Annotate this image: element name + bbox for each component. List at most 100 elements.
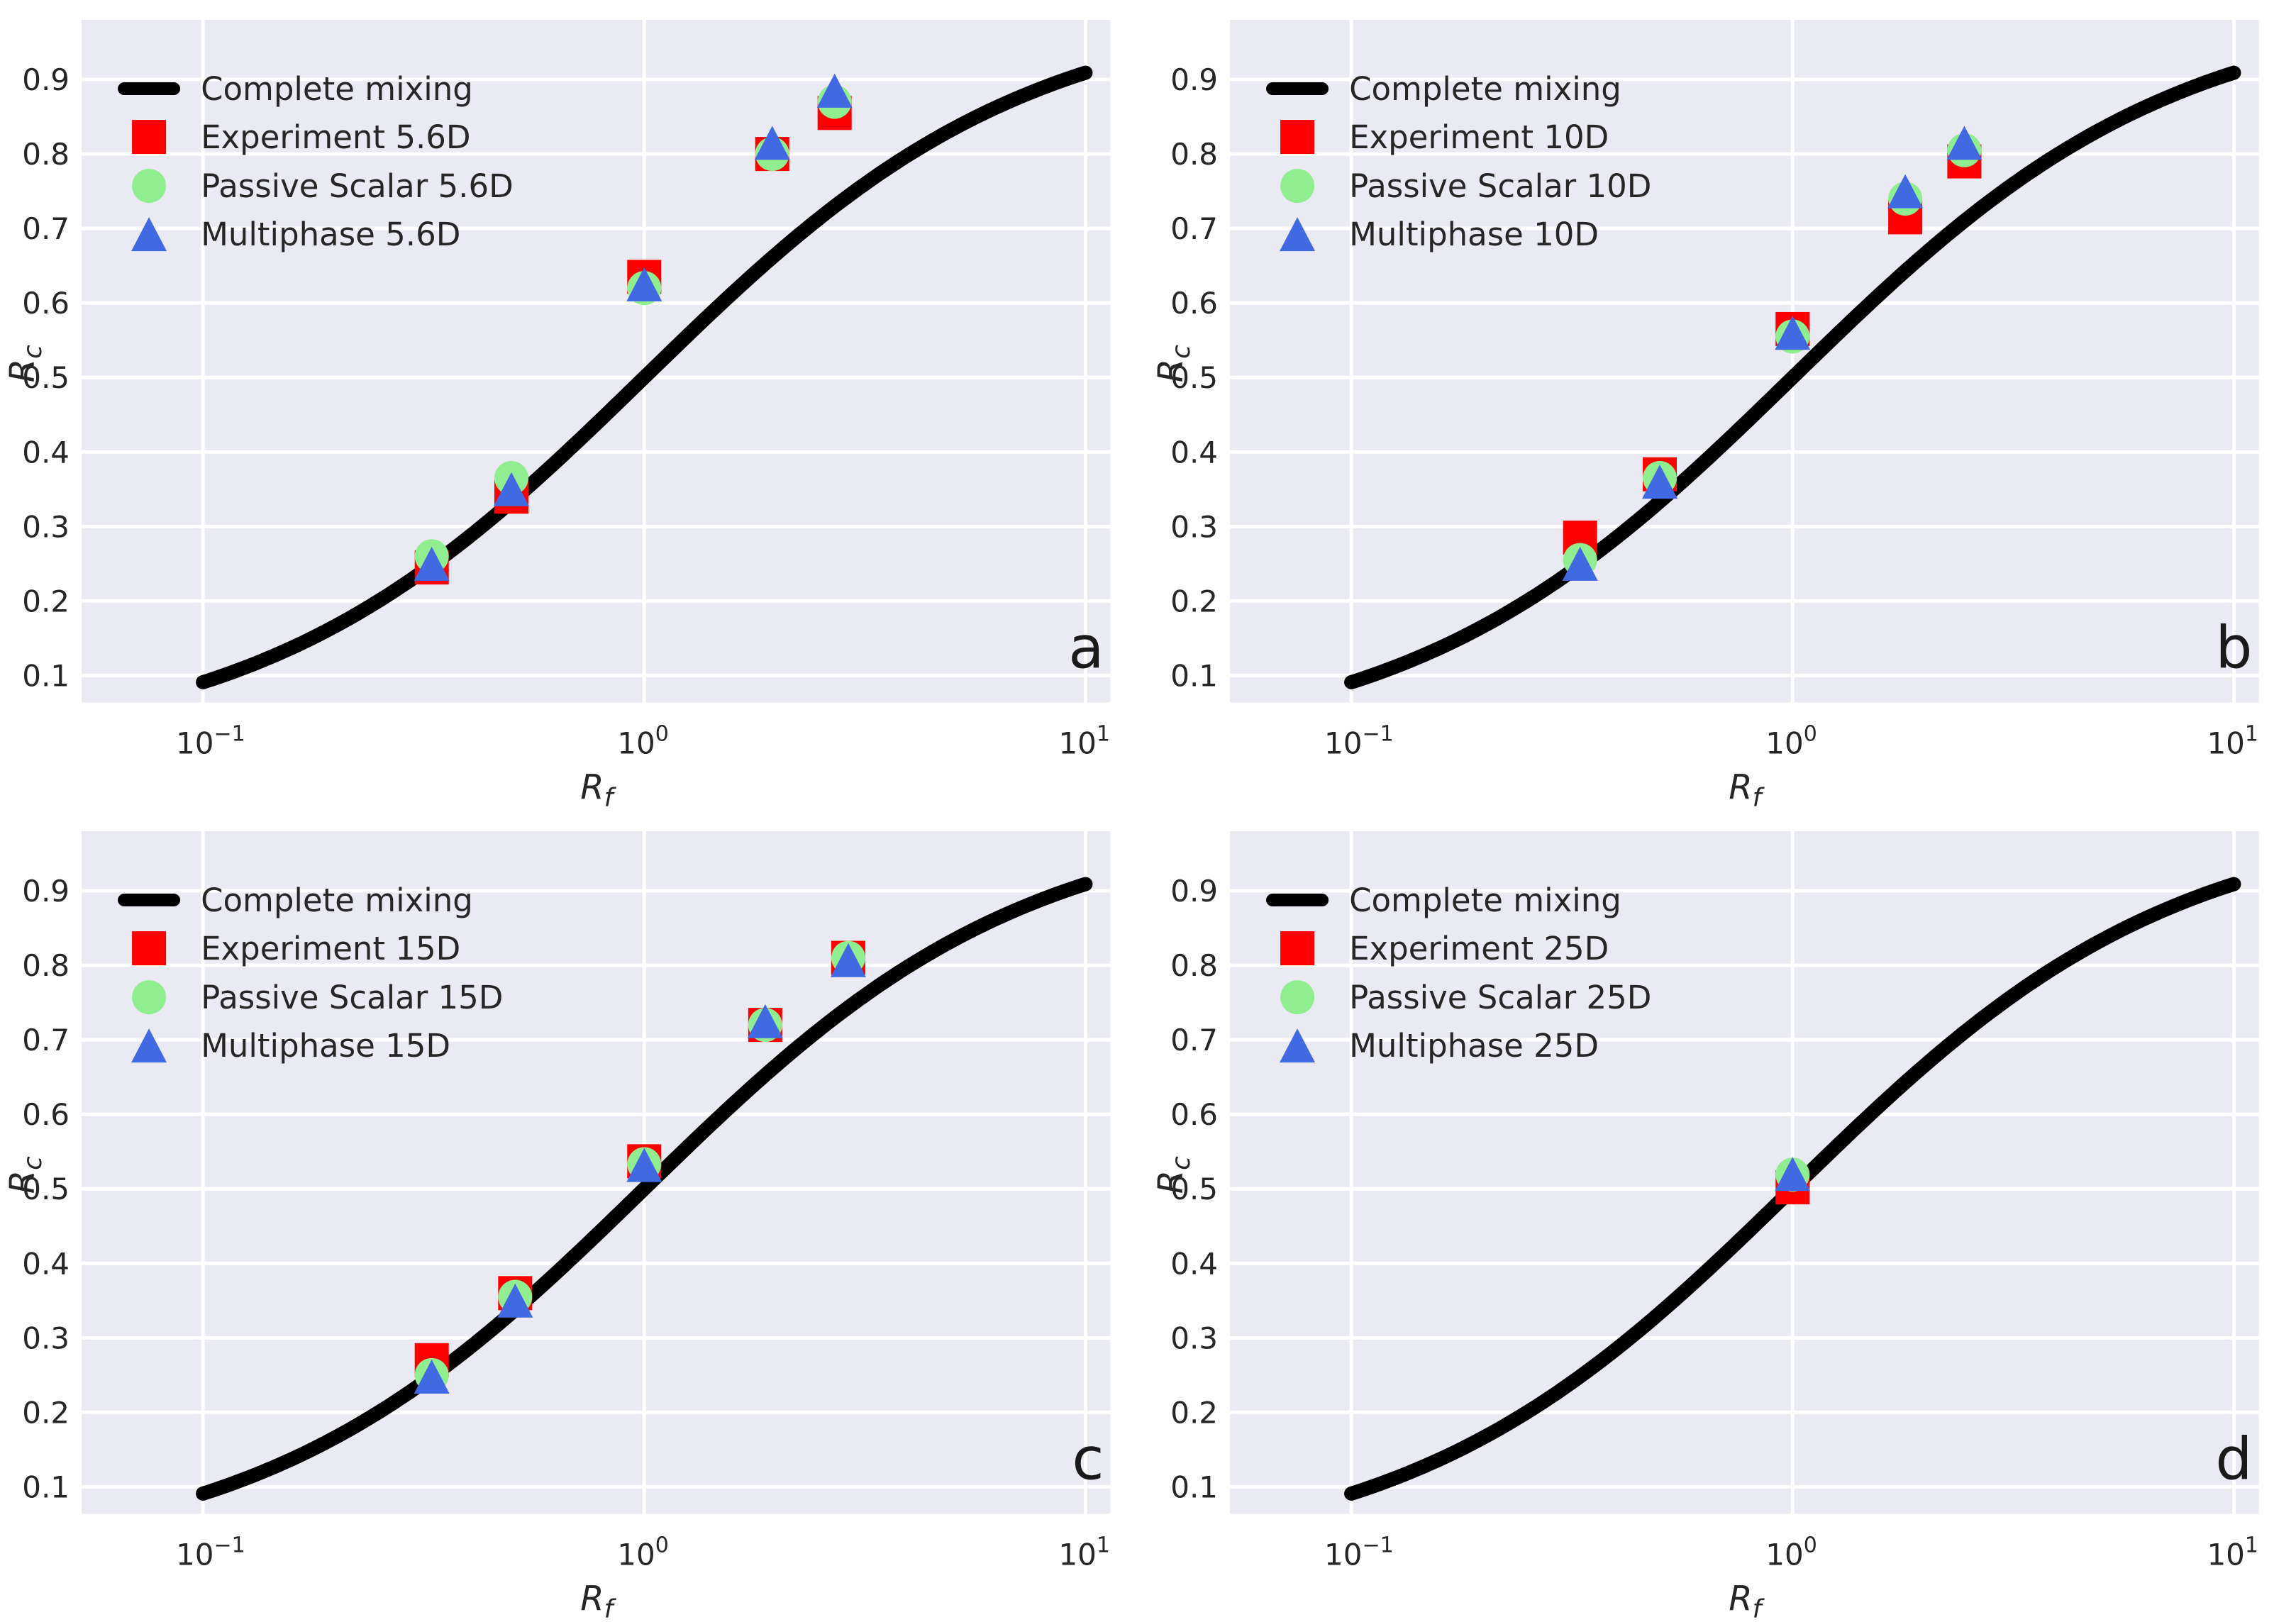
- y-tick-label: 0.5: [22, 1172, 70, 1206]
- multiphase-series: [414, 73, 853, 581]
- multiphase-marker: [816, 73, 853, 108]
- multiphase-series: [414, 943, 866, 1394]
- y-tick-label: 0.8: [22, 948, 70, 983]
- complete-mixing-curve: [196, 65, 1093, 689]
- y-tick-label: 0.3: [22, 1321, 70, 1355]
- multiphase-marker: [626, 267, 662, 301]
- y-tick-label: 0.9: [22, 62, 70, 97]
- multiphase-marker: [497, 1283, 533, 1318]
- complete-mixing-curve: [1343, 65, 2241, 689]
- y-axis-label: Rc: [1151, 1155, 1196, 1193]
- legend-item-label: Multiphase 10D: [1349, 216, 1599, 253]
- legend-item-label: Complete mixing: [1349, 882, 1621, 919]
- y-tick-label: 0.1: [22, 1470, 70, 1504]
- multiphase-marker: [747, 1004, 783, 1038]
- y-axis-label-sub: c: [18, 1155, 48, 1170]
- legend-item-label: Multiphase 25D: [1349, 1027, 1599, 1065]
- y-tick-label: 0.5: [1170, 1172, 1218, 1206]
- y-axis-label-sub: c: [1167, 345, 1196, 359]
- multiphase-marker: [493, 472, 529, 506]
- x-axis-label: Rf: [1729, 767, 1765, 811]
- y-tick-label: 0.2: [1170, 1395, 1218, 1430]
- y-axis-label: Rc: [3, 345, 48, 382]
- multiphase-series: [1562, 126, 1982, 581]
- x-tick-exponent: 1: [2244, 721, 2258, 746]
- y-tick-label: 0.9: [22, 874, 70, 909]
- panel-d-chart: 0.10.20.30.40.50.60.70.80.910−1 100 101RfR…: [1151, 831, 2258, 1622]
- panel-c-chart: 0.10.20.30.40.50.60.70.80.910−1 100 101RfR…: [3, 831, 1111, 1622]
- x-axis-label: Rf: [1729, 1579, 1765, 1622]
- x-tick-base: 10: [1765, 726, 1803, 760]
- x-tick-base: 10: [2207, 1537, 2244, 1572]
- x-axis-label-sub: f: [1752, 783, 1765, 811]
- legend-item-label: Multiphase 15D: [201, 1027, 450, 1065]
- multiphase-marker: [414, 546, 450, 581]
- legend-item-label: Multiphase 5.6D: [201, 216, 460, 253]
- x-tick-label: 10−1: [176, 721, 245, 760]
- y-tick-label: 0.4: [22, 1246, 70, 1281]
- y-tick-label: 0.8: [1170, 948, 1218, 983]
- panel-b-chart: 0.10.20.30.40.50.60.70.80.910−1 100 101RfR…: [1151, 20, 2258, 811]
- legend-item-label: Complete mixing: [201, 70, 473, 108]
- x-axis-label-sub: f: [604, 783, 617, 811]
- x-tick-label: 100: [617, 721, 669, 760]
- y-tick-label: 0.6: [1170, 1097, 1218, 1132]
- x-tick-exponent: −1: [214, 1533, 245, 1557]
- x-tick-base: 10: [617, 726, 655, 760]
- x-tick-label: 100: [617, 1533, 669, 1572]
- legend-square-swatch: [1280, 931, 1314, 965]
- panel-d: 0.1 0.2 0.3 0.4 0.5 0.6 0.7 0.8 0.9 10−1 100 101 Rf R…: [1148, 811, 2296, 1622]
- legend-circle-swatch: [132, 169, 167, 204]
- x-tick-base: 10: [176, 726, 213, 760]
- grid: [1229, 20, 2258, 703]
- y-tick-label: 0.6: [1170, 286, 1218, 321]
- x-tick-exponent: 0: [1803, 1533, 1817, 1557]
- x-tick-base: 10: [1324, 726, 1362, 760]
- multiphase-marker: [414, 1359, 450, 1394]
- y-tick-label: 0.6: [22, 1097, 70, 1132]
- legend-triangle-swatch: [131, 217, 167, 252]
- legend-item-label: Passive Scalar 15D: [201, 979, 503, 1016]
- y-tick-label: 0.1: [1170, 658, 1218, 693]
- y-axis-label: Rc: [3, 1155, 48, 1193]
- x-tick-label: 101: [2207, 721, 2258, 760]
- legend-triangle-swatch: [1279, 217, 1315, 252]
- multiphase-marker: [1774, 316, 1810, 350]
- x-tick-exponent: 1: [1097, 721, 1110, 746]
- y-tick-label: 0.3: [1170, 1321, 1218, 1355]
- y-tick-label: 0.6: [22, 286, 70, 321]
- y-tick-label: 0.2: [22, 1395, 70, 1430]
- y-tick-label: 0.1: [22, 658, 70, 693]
- y-tick-label: 0.3: [1170, 509, 1218, 544]
- legend-item-label: Complete mixing: [1349, 70, 1621, 108]
- x-tick-exponent: −1: [214, 721, 245, 746]
- x-tick-base: 10: [1765, 1537, 1803, 1572]
- y-tick-label: 0.8: [1170, 137, 1218, 172]
- legend: Complete mixing Experiment 25D Passive Sca…: [1265, 882, 1651, 1065]
- x-axis-label-base: R: [1729, 1579, 1752, 1618]
- panel-label: a: [1068, 614, 1104, 682]
- x-tick-exponent: 0: [1803, 721, 1817, 746]
- y-tick-label: 0.3: [22, 509, 70, 544]
- x-tick-label: 101: [1058, 1533, 1110, 1572]
- x-tick-label: 101: [1058, 721, 1110, 760]
- panel-label: d: [2215, 1426, 2252, 1493]
- panel-b: 0.1 0.2 0.3 0.4 0.5 0.6 0.7 0.8 0.9 10−1 100 101 Rf R…: [1148, 0, 2296, 811]
- x-tick-exponent: 1: [2244, 1533, 2258, 1557]
- y-axis-label-base: R: [1151, 1170, 1191, 1193]
- y-tick-label: 0.4: [1170, 435, 1218, 470]
- y-tick-label: 0.4: [1170, 1246, 1218, 1281]
- y-axis-label-sub: c: [18, 345, 48, 359]
- x-axis-label-base: R: [580, 767, 604, 807]
- x-tick-exponent: 1: [1097, 1533, 1110, 1557]
- y-tick-label: 0.2: [22, 584, 70, 618]
- y-axis-label-base: R: [3, 359, 43, 382]
- x-tick-base: 10: [1058, 726, 1096, 760]
- y-tick-label: 0.2: [1170, 584, 1218, 618]
- panel-a-chart: 0.10.20.30.40.50.60.70.80.910−1 100 101RfR…: [3, 20, 1111, 811]
- y-tick-label: 0.7: [1170, 211, 1218, 246]
- y-tick-label: 0.7: [22, 1023, 70, 1057]
- x-tick-base: 10: [617, 1537, 655, 1572]
- x-tick-exponent: 0: [655, 1533, 669, 1557]
- x-tick-label: 100: [1765, 721, 1817, 760]
